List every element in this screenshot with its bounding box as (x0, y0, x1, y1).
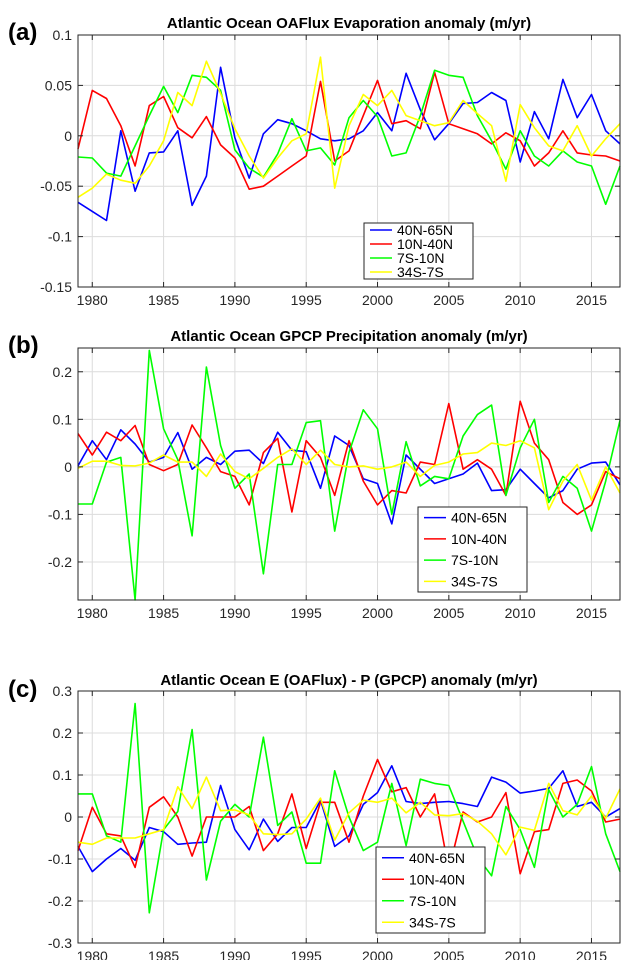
x-tick-label: 1985 (148, 948, 179, 960)
panel-2: 1980 1985 1990 1995 2000 2005 2010 2015 -0.2 -0.1… (8, 328, 621, 621)
legend-label: 40N-65N (451, 510, 507, 526)
legend-label: 7S-10N (409, 893, 456, 909)
x-tick-label: 2000 (362, 605, 393, 621)
series-line-10N-40N (77, 71, 621, 190)
series-line-7S-10N (78, 702, 621, 914)
x-tick-label: 2010 (505, 292, 536, 308)
x-tick-label: 1980 (77, 605, 108, 621)
series-line-7S-10N (78, 349, 621, 601)
x-tick-label: 1995 (291, 292, 322, 308)
legend-box (375, 846, 486, 934)
x-tick-label: 1990 (219, 292, 250, 308)
y-tick-label: 0.2 (53, 725, 73, 741)
y-tick-label: -0.1 (48, 851, 72, 867)
y-tick-label: -0.15 (40, 279, 72, 295)
legend-label: 10N-40N (397, 236, 453, 252)
chart-title: Atlantic Ocean GPCP Precipitation anomal… (170, 328, 527, 345)
x-tick-label: 2015 (576, 605, 607, 621)
y-tick-label: 0.05 (45, 77, 72, 93)
y-tick-label: 0.1 (53, 411, 73, 427)
plot-area (78, 35, 620, 287)
chart-title: Atlantic Ocean OAFlux Evaporation anomal… (167, 15, 531, 32)
series-line-10N-40N (77, 758, 621, 875)
y-tick-label: 0.3 (53, 683, 73, 699)
x-tick-label: 2010 (505, 605, 536, 621)
y-tick-label: -0.2 (48, 893, 72, 909)
y-tick-label: -0.2 (48, 554, 72, 570)
legend-label: 40N-65N (409, 850, 465, 866)
panel-3: 1980 1985 1990 1995 2000 2005 2010 2015 -0.3 -0.2… (8, 672, 621, 960)
x-tick-label: 1985 (148, 292, 179, 308)
chart-title: Atlantic Ocean E (OAFlux) - P (GPCP) ano… (160, 672, 537, 689)
x-tick-label: 2015 (576, 292, 607, 308)
x-tick-label: 1995 (291, 605, 322, 621)
legend: 40N-65N 10N-40N 7S-10N 34S-7S (375, 846, 486, 934)
y-tick-label: -0.1 (48, 506, 72, 522)
axes-box (77, 347, 621, 601)
legend-label: 34S-7S (397, 264, 444, 280)
series-line-7S-10N (77, 69, 621, 206)
y-tick-label: -0.1 (48, 229, 72, 245)
panel-label: (b) (8, 332, 39, 359)
series-line-34S-7S (77, 439, 621, 511)
y-tick-label: 0.1 (53, 767, 73, 783)
x-tick-label: 2000 (362, 292, 393, 308)
x-tick-label: 1990 (219, 948, 250, 960)
legend-label: 10N-40N (409, 871, 465, 887)
plot-area (78, 348, 620, 600)
y-tick-label: 0.1 (53, 27, 73, 43)
series-line-34S-7S (77, 56, 621, 198)
legend-box (417, 506, 528, 593)
legend-label: 34S-7S (451, 573, 498, 589)
series-line-40N-65N (77, 66, 621, 222)
series-line-34S-7S (77, 776, 621, 856)
x-tick-label: 2010 (505, 948, 536, 960)
panel-label: (c) (8, 676, 37, 703)
legend-label: 7S-10N (397, 250, 444, 266)
panel-label: (a) (8, 19, 37, 46)
x-tick-label: 1980 (77, 292, 108, 308)
panel-1: 1980 1985 1990 1995 2000 2005 2010 2015 -0.15 -0.… (8, 15, 621, 308)
y-tick-label: -0.05 (40, 178, 72, 194)
legend-label: 40N-65N (397, 222, 453, 238)
y-tick-label: 0.2 (53, 364, 73, 380)
x-tick-label: 2005 (433, 948, 464, 960)
series-line-40N-65N (77, 428, 621, 525)
y-tick-label: 0 (64, 459, 72, 475)
legend-label: 7S-10N (451, 552, 498, 568)
x-tick-label: 1985 (148, 605, 179, 621)
x-tick-label: 2005 (433, 605, 464, 621)
y-tick-label: 0 (64, 809, 72, 825)
y-tick-label: 0 (64, 128, 72, 144)
x-tick-label: 1990 (219, 605, 250, 621)
legend: 40N-65N 10N-40N 7S-10N 34S-7S (417, 506, 528, 593)
x-tick-label: 1980 (77, 948, 108, 960)
x-tick-label: 2015 (576, 948, 607, 960)
x-tick-label: 1995 (291, 948, 322, 960)
axes-box (77, 34, 621, 288)
x-tick-label: 2000 (362, 948, 393, 960)
legend-box (363, 222, 474, 280)
legend-label: 34S-7S (409, 914, 456, 930)
series-line-40N-65N (77, 764, 621, 873)
legend-label: 10N-40N (451, 531, 507, 547)
x-tick-label: 2005 (433, 292, 464, 308)
y-tick-label: -0.3 (48, 935, 72, 951)
